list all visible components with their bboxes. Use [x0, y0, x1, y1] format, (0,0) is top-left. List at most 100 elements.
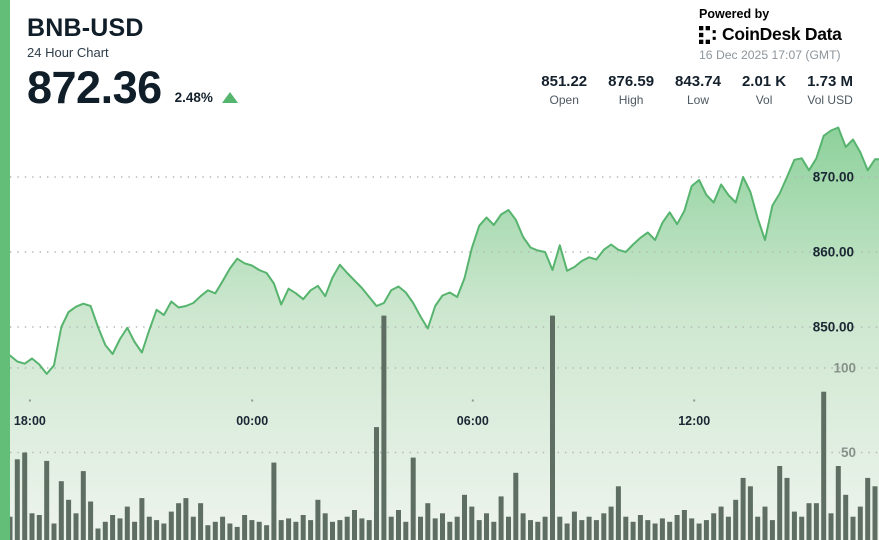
volume-bar — [117, 518, 123, 540]
volume-bar — [80, 471, 86, 540]
volume-bar — [615, 486, 621, 540]
volume-bar — [484, 513, 489, 540]
volume-bar — [667, 521, 673, 540]
volume-bar — [535, 521, 541, 540]
volume-axis-label: 50 — [841, 445, 856, 460]
volume-bar — [29, 513, 35, 540]
volume-bar — [476, 520, 482, 540]
volume-bar — [784, 477, 790, 540]
stat-vol-usd: 1.73 M Vol USD — [807, 73, 853, 107]
x-tick-dot — [693, 399, 696, 402]
volume-bar — [36, 515, 42, 540]
volume-bar — [674, 515, 680, 540]
volume-bar — [828, 513, 834, 540]
volume-bar — [396, 510, 401, 540]
stat-high-value: 876.59 — [608, 73, 655, 90]
volume-bar — [557, 516, 563, 540]
volume-bar — [872, 486, 878, 540]
volume-bar — [733, 499, 739, 540]
volume-bar — [95, 528, 101, 540]
volume-bar — [330, 521, 335, 540]
volume-bar — [637, 515, 643, 540]
volume-bar — [410, 457, 416, 540]
volume-bar — [623, 516, 629, 540]
volume-bar — [645, 520, 651, 540]
volume-bar — [528, 520, 533, 540]
volume-bar — [462, 494, 467, 540]
price-row: 872.36 2.48% — [27, 65, 238, 110]
volume-bar — [337, 520, 343, 540]
stat-low-value: 843.74 — [675, 73, 721, 90]
x-tick-dot — [251, 399, 254, 402]
stats-row: 851.22 Open 876.59 High 843.74 Low 2.01 … — [541, 73, 853, 107]
volume-bar — [308, 520, 314, 540]
volume-bar — [139, 498, 145, 540]
volume-bar — [725, 516, 731, 540]
volume-bar — [168, 511, 174, 540]
volume-bar — [571, 511, 577, 540]
volume-bar — [271, 462, 277, 540]
header-left: BNB-USD 24 Hour Chart 872.36 2.48% — [27, 16, 238, 110]
volume-bar — [506, 516, 511, 540]
volume-bar — [256, 521, 262, 540]
volume-bar — [777, 466, 783, 540]
volume-bar — [718, 506, 724, 540]
volume-bar — [198, 503, 204, 540]
volume-bar — [601, 513, 607, 540]
volume-bar — [440, 513, 445, 540]
volume-bar — [491, 521, 497, 540]
stat-high-label: High — [618, 92, 644, 107]
volume-bar — [630, 521, 636, 540]
volume-bar — [293, 521, 299, 540]
x-axis-label: 18:00 — [14, 414, 46, 428]
volume-bar — [762, 506, 768, 540]
brand-name: CoinDesk Data — [722, 24, 842, 45]
page-subtitle: 24 Hour Chart — [27, 45, 109, 60]
volume-bar — [418, 516, 423, 540]
price-axis-label: 850.00 — [813, 320, 854, 335]
volume-bar — [857, 506, 863, 540]
volume-bar — [220, 516, 226, 540]
accent-strip — [0, 0, 10, 540]
volume-bar — [703, 520, 709, 540]
volume-bar — [850, 516, 856, 540]
stat-vol-value: 2.01 K — [741, 73, 787, 90]
up-triangle-icon — [221, 92, 238, 104]
x-axis-label: 12:00 — [678, 414, 710, 428]
volume-bar — [278, 520, 284, 540]
header-right: Powered by CoinDesk Data 16 Dec 2025 17:… — [699, 7, 842, 63]
volume-bar — [352, 510, 357, 540]
volume-bar — [110, 515, 116, 540]
volume-bar — [88, 501, 94, 540]
volume-bar — [652, 523, 658, 540]
volume-bar — [22, 452, 28, 540]
coindesk-brand-link[interactable]: CoinDesk Data — [699, 26, 842, 44]
volume-bar — [366, 520, 372, 540]
volume-bar — [681, 510, 687, 540]
volume-bar — [696, 523, 702, 540]
volume-bar — [161, 523, 167, 540]
volume-bar — [579, 520, 585, 540]
volume-bar — [608, 506, 614, 540]
stat-vol-usd-label: Vol USD — [807, 92, 853, 107]
powered-by-label: Powered by — [699, 7, 770, 21]
volume-bar — [227, 523, 233, 540]
x-axis-label: 00:00 — [236, 414, 268, 428]
volume-bar — [593, 520, 599, 540]
volume-bar — [44, 460, 50, 540]
volume-bar — [799, 516, 805, 540]
volume-bar — [132, 521, 138, 540]
volume-bar — [51, 523, 57, 540]
price-axis-label: 870.00 — [813, 170, 854, 185]
volume-bar — [322, 513, 328, 540]
volume-bar — [432, 518, 438, 540]
volume-bar — [513, 472, 519, 540]
volume-bar — [183, 498, 189, 540]
volume-bar — [234, 526, 240, 540]
volume-bar — [242, 515, 248, 540]
volume-bar — [711, 513, 717, 540]
volume-bar — [740, 477, 746, 540]
volume-bar — [359, 518, 365, 540]
volume-bar — [454, 516, 460, 540]
